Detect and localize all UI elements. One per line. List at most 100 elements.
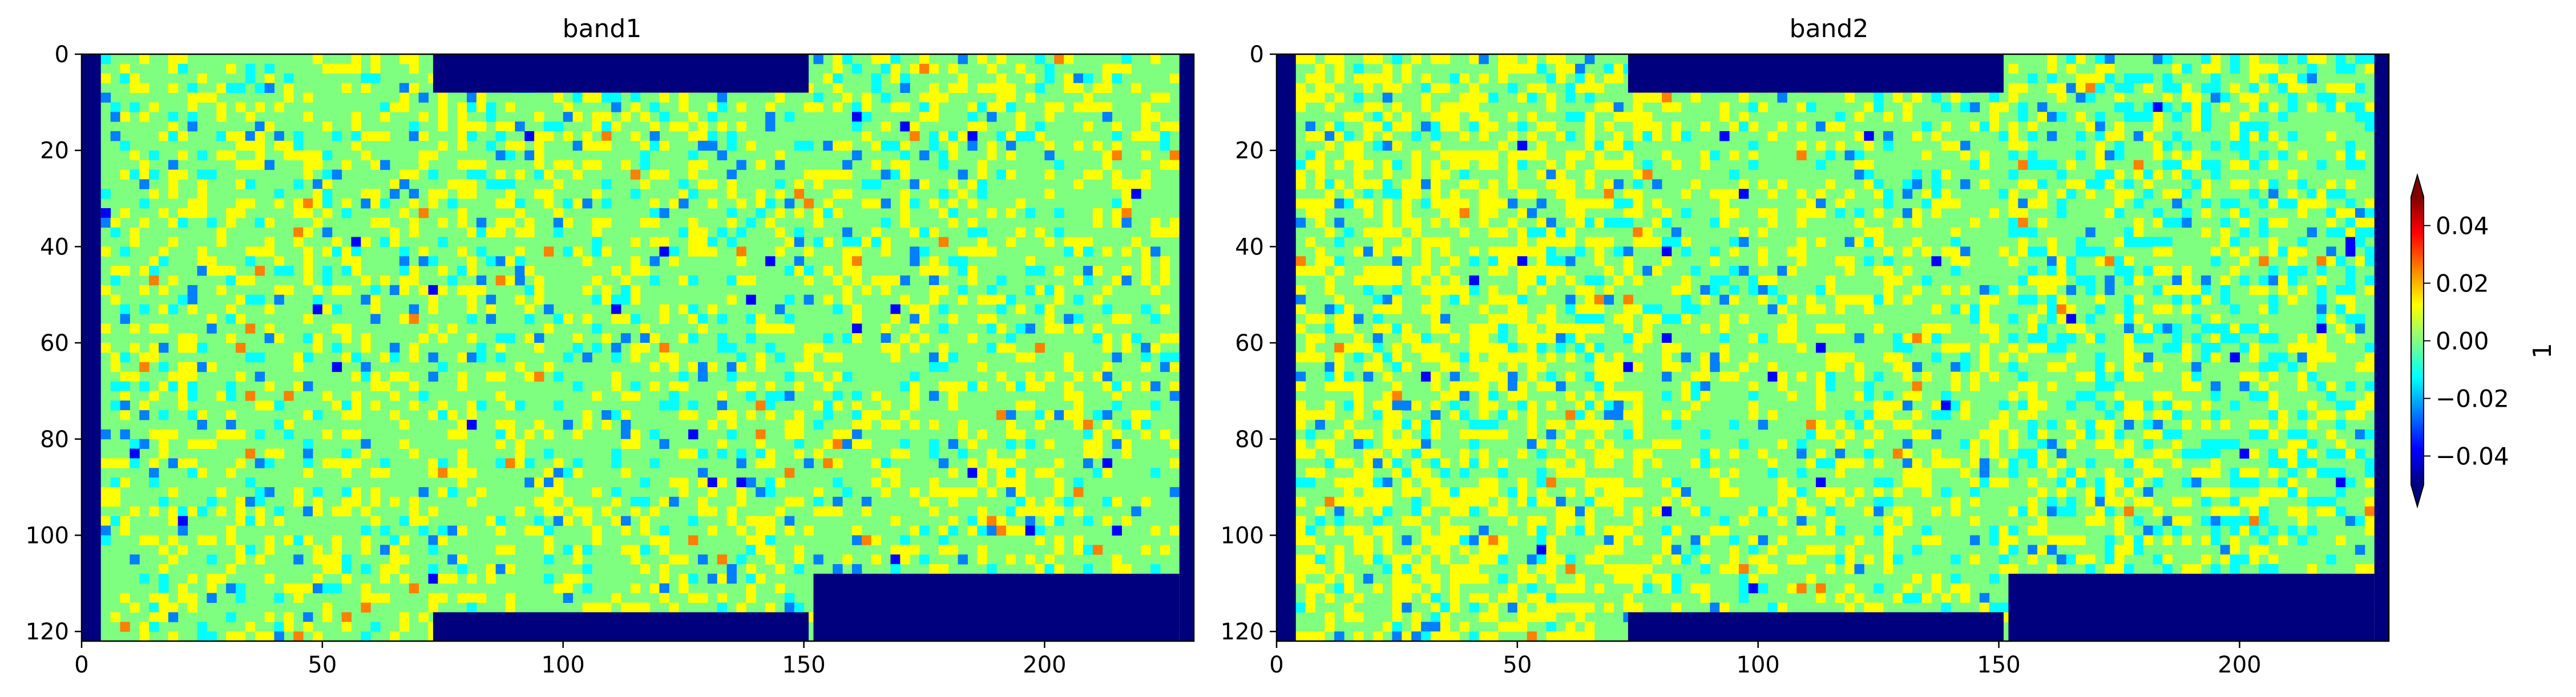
heatmap-cell: [322, 304, 333, 314]
heatmap-cell: [2114, 150, 2125, 161]
heatmap-cell: [1006, 83, 1016, 93]
heatmap-cell: [1604, 381, 1614, 391]
heatmap-cell: [977, 237, 987, 247]
heatmap-cell: [842, 285, 853, 295]
heatmap-cell: [380, 112, 390, 122]
heatmap-cell: [418, 131, 429, 141]
heatmap-cell: [2230, 63, 2240, 74]
heatmap-cell: [207, 169, 217, 180]
heatmap-cell: [1661, 256, 1672, 266]
heatmap-cell: [515, 198, 525, 209]
heatmap-cell: [765, 477, 776, 488]
heatmap-cell: [1015, 468, 1026, 478]
heatmap-cell: [1546, 73, 1556, 84]
heatmap-cell: [2162, 92, 2173, 103]
heatmap-cell: [919, 63, 930, 74]
heatmap-cell: [1556, 381, 1566, 391]
heatmap-cell: [1305, 333, 1315, 343]
heatmap-cell: [1121, 266, 1132, 276]
heatmap-cell: [187, 593, 197, 603]
heatmap-cell: [630, 554, 641, 565]
heatmap-cell: [1874, 237, 1884, 247]
heatmap-cell: [515, 294, 525, 305]
heatmap-cell: [1382, 439, 1392, 449]
heatmap-cell: [457, 371, 467, 382]
heatmap-cell: [505, 217, 515, 228]
heatmap-cell: [2143, 323, 2154, 334]
heatmap-cell: [1681, 294, 1691, 305]
heatmap-cell: [1372, 54, 1383, 64]
heatmap-cell: [139, 285, 150, 295]
heatmap-cell: [1469, 352, 1479, 363]
heatmap-cell: [100, 189, 111, 199]
heatmap-cell: [2162, 73, 2173, 84]
heatmap-cell: [1738, 189, 1749, 199]
heatmap-cell: [2210, 92, 2221, 103]
heatmap-cell: [351, 237, 361, 247]
heatmap-cell: [900, 150, 910, 161]
heatmap-cell: [736, 227, 746, 238]
heatmap-cell: [1411, 189, 1422, 199]
heatmap-cell: [139, 198, 150, 209]
heatmap-cell: [284, 391, 294, 401]
heatmap-cell: [1864, 227, 1874, 238]
heatmap-cell: [187, 439, 197, 449]
heatmap-cell: [756, 323, 766, 334]
heatmap-cell: [332, 323, 342, 334]
heatmap-cell: [2239, 217, 2250, 228]
heatmap-cell: [2268, 391, 2279, 401]
heatmap-cell: [543, 246, 554, 257]
heatmap-cell: [2123, 83, 2134, 93]
heatmap-cell: [505, 189, 515, 199]
heatmap-cell: [1334, 304, 1344, 314]
heatmap-cell: [553, 217, 564, 228]
heatmap-cell: [341, 612, 352, 622]
heatmap-cell: [1112, 169, 1122, 180]
heatmap-cell: [1430, 54, 1441, 64]
heatmap-cell: [1141, 266, 1151, 276]
heatmap-cell: [1546, 275, 1556, 286]
heatmap-cell: [1902, 477, 1913, 488]
heatmap-cell: [1874, 102, 1884, 112]
heatmap-cell: [1295, 496, 1306, 507]
heatmap-cell: [1382, 506, 1392, 517]
heatmap-cell: [1719, 487, 1730, 497]
heatmap-cell: [2076, 92, 2086, 103]
heatmap-cell: [389, 237, 400, 247]
heatmap-cell: [351, 256, 361, 266]
heatmap-cell: [1006, 410, 1016, 420]
heatmap-cell: [823, 458, 833, 468]
heatmap-cell: [168, 429, 179, 440]
heatmap-cell: [303, 583, 313, 594]
heatmap-cell: [851, 410, 862, 420]
heatmap-cell: [139, 266, 150, 276]
heatmap-cell: [1633, 189, 1643, 199]
heatmap-cell: [2123, 227, 2134, 238]
heatmap-cell: [1054, 516, 1064, 526]
heatmap-cell: [1671, 487, 1682, 497]
heatmap-cell: [2239, 371, 2250, 382]
heatmap-cell: [1969, 304, 1980, 314]
heatmap-cell: [1402, 516, 1412, 526]
heatmap-cell: [1488, 487, 1499, 497]
heatmap-cell: [1536, 554, 1547, 565]
heatmap-cell: [756, 545, 766, 555]
heatmap-cell: [389, 371, 400, 382]
heatmap-cell: [736, 477, 746, 488]
heatmap-cell: [2162, 535, 2173, 545]
heatmap-cell: [2114, 131, 2125, 141]
heatmap-cell: [1112, 496, 1122, 507]
heatmap-cell: [1604, 487, 1614, 497]
heatmap-cell: [1546, 227, 1556, 238]
heatmap-cell: [351, 112, 361, 122]
heatmap-cell: [226, 333, 236, 343]
heatmap-cell: [399, 573, 410, 584]
heatmap-cell: [515, 227, 525, 238]
heatmap-cell: [322, 189, 333, 199]
heatmap-cell: [1334, 564, 1344, 574]
heatmap-cell: [447, 323, 458, 334]
heatmap-cell: [2172, 131, 2182, 141]
heatmap-cell: [697, 227, 708, 238]
heatmap-cell: [1758, 448, 1769, 459]
heatmap-cell: [717, 573, 728, 584]
